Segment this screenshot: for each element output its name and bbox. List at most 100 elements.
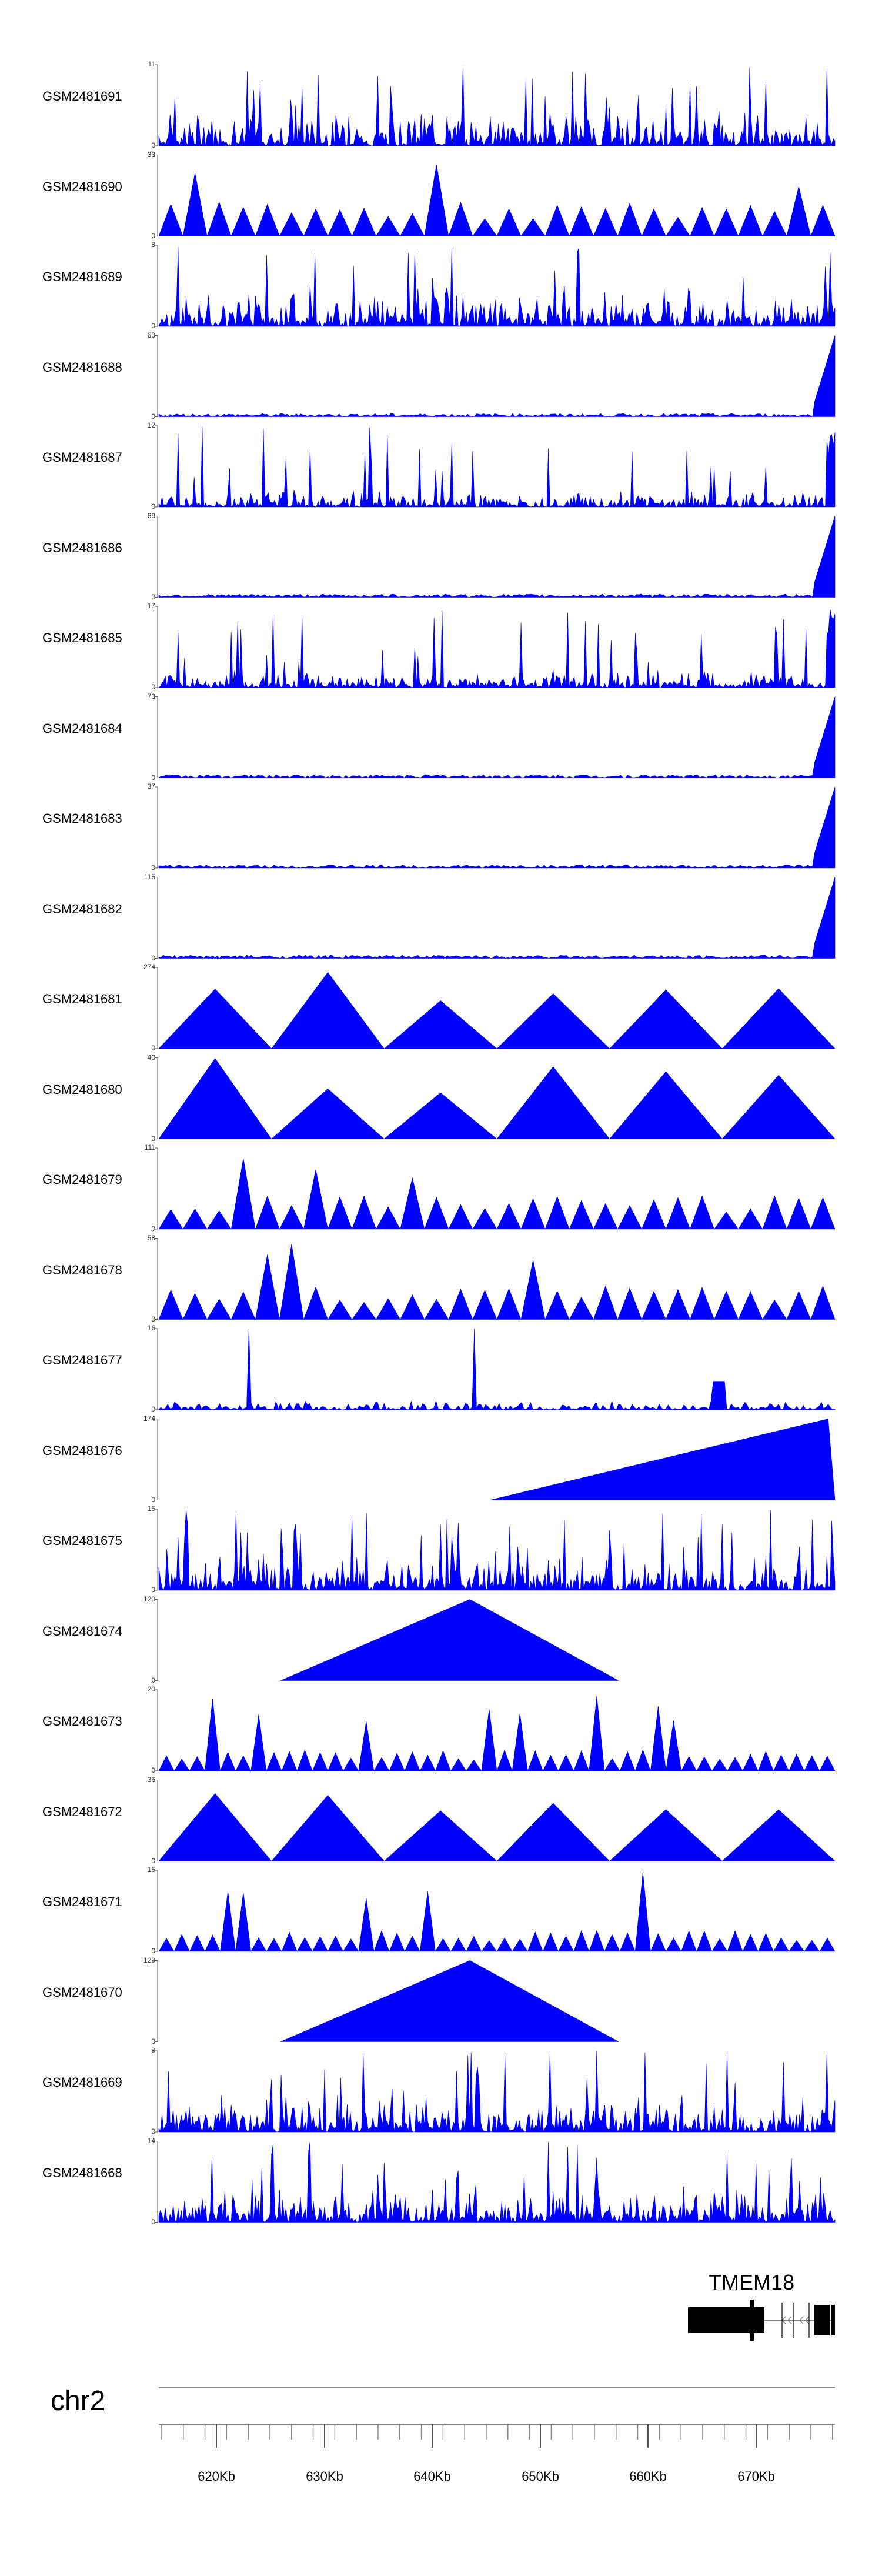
track-ymax-label: 14 (147, 2136, 155, 2145)
track-signal-area (158, 2051, 836, 2133)
track-ymin-label: 0 (151, 1495, 155, 1504)
track-label: GSM2481674 (42, 1623, 122, 1639)
axis-tick-label: 620Kb (198, 2469, 235, 2484)
track-ymax-label: 115 (143, 872, 155, 881)
track-ymin-label: 0 (151, 412, 155, 421)
track-signal-area (158, 2141, 836, 2223)
track-ymax-label: 16 (147, 1324, 155, 1332)
track-ymax-label: 174 (143, 1414, 155, 1423)
track-label: GSM2481671 (42, 1894, 122, 1909)
track-label: GSM2481684 (42, 720, 122, 736)
track-signal-area (158, 164, 836, 237)
track-ymax-label: 33 (147, 150, 155, 159)
track-label: GSM2481680 (42, 1082, 122, 1097)
track-label: GSM2481676 (42, 1443, 122, 1458)
track-label: GSM2481675 (42, 1533, 122, 1548)
track-ymax-label: 37 (147, 782, 155, 790)
track-ymax-label: 274 (143, 963, 155, 971)
track-ymax-label: 8 (151, 241, 155, 249)
track-ymax-label: 60 (147, 331, 155, 339)
track-label: GSM2481673 (42, 1714, 122, 1729)
track-label: GSM2481668 (42, 2165, 122, 2180)
track-label: GSM2481682 (42, 901, 122, 916)
track-ymin-label: 0 (151, 1947, 155, 1955)
track-signal-area (158, 609, 836, 688)
track-ymax-label: 58 (147, 1233, 155, 1242)
track-signal-area (280, 1960, 619, 2042)
track-ymax-label: 9 (151, 2046, 155, 2054)
track-label: GSM2481681 (42, 992, 122, 1006)
track-signal-area (158, 1058, 836, 1139)
track-ymin-label: 0 (151, 1134, 155, 1143)
track-ymin-label: 0 (151, 1676, 155, 1684)
track-signal-area (158, 426, 836, 508)
track-label: GSM2481690 (42, 179, 122, 194)
gene-exon (814, 2305, 830, 2335)
track-ymin-label: 0 (151, 1044, 155, 1052)
track-ymin-label: 0 (151, 863, 155, 872)
track-signal-area (158, 1158, 836, 1230)
track-ymin-label: 0 (151, 141, 155, 149)
track-signal-area (158, 65, 836, 146)
track-label: GSM2481683 (42, 811, 122, 826)
gene-exon (831, 2305, 835, 2335)
track-signal-area (158, 786, 836, 869)
track-label: GSM2481679 (42, 1172, 122, 1187)
track-ymin-label: 0 (151, 773, 155, 782)
track-ymin-label: 0 (151, 2127, 155, 2135)
axis-tick-label: 660Kb (629, 2469, 667, 2484)
track-signal-area (158, 1793, 836, 1861)
track-ymin-label: 0 (151, 683, 155, 691)
track-ymin-label: 0 (151, 953, 155, 962)
track-ymax-label: 17 (147, 602, 155, 610)
track-ymin-label: 0 (151, 1586, 155, 1594)
track-ymin-label: 0 (151, 1405, 155, 1413)
track-label: GSM2481685 (42, 630, 122, 645)
gene-name-label: TMEM18 (709, 2270, 795, 2294)
track-ymax-label: 120 (143, 1594, 155, 1603)
track-ymin-label: 0 (151, 322, 155, 330)
track-ymax-label: 40 (147, 1053, 155, 1062)
track-ymax-label: 15 (147, 1504, 155, 1513)
axis-tick-label: 670Kb (737, 2469, 775, 2484)
track-ymin-label: 0 (151, 502, 155, 510)
axis-tick-label: 650Kb (522, 2469, 559, 2484)
track-signal-area (158, 972, 836, 1049)
track-signal-area (158, 1328, 836, 1410)
track-ymax-label: 69 (147, 511, 155, 520)
track-ymin-label: 0 (151, 592, 155, 601)
gene-exon (750, 2300, 754, 2341)
track-signal-area (158, 877, 836, 959)
track-ymin-label: 0 (151, 1224, 155, 1233)
gene-strand-arrow (799, 2316, 804, 2324)
track-signal-area (158, 246, 836, 327)
track-ymin-label: 0 (151, 2037, 155, 2046)
track-ymin-label: 0 (151, 2217, 155, 2226)
track-label: GSM2481689 (42, 269, 122, 284)
track-ymax-label: 129 (143, 1956, 155, 1964)
track-ymin-label: 0 (151, 1314, 155, 1323)
track-signal-area (490, 1419, 836, 1500)
track-ymax-label: 12 (147, 421, 155, 429)
axis-tick-label: 640Kb (413, 2469, 451, 2484)
track-label: GSM2481686 (42, 540, 122, 555)
track-label: GSM2481688 (42, 359, 122, 375)
track-ymax-label: 111 (144, 1143, 155, 1152)
track-signal-area (280, 1599, 619, 1681)
track-label: GSM2481687 (42, 450, 122, 465)
gene-strand-arrow (787, 2316, 792, 2324)
gene-strand-arrow (804, 2316, 810, 2324)
track-ymax-label: 15 (147, 1866, 155, 1874)
track-label: GSM2481669 (42, 2075, 122, 2090)
track-signal-area (158, 335, 836, 417)
track-ymax-label: 73 (147, 692, 155, 700)
track-ymin-label: 0 (151, 231, 155, 240)
track-label: GSM2481670 (42, 1984, 122, 2000)
track-label: GSM2481672 (42, 1804, 122, 1819)
track-signal-area (158, 696, 836, 778)
track-ymax-label: 36 (147, 1775, 155, 1784)
track-signal-area (158, 1244, 836, 1320)
track-label: GSM2481677 (42, 1353, 122, 1367)
